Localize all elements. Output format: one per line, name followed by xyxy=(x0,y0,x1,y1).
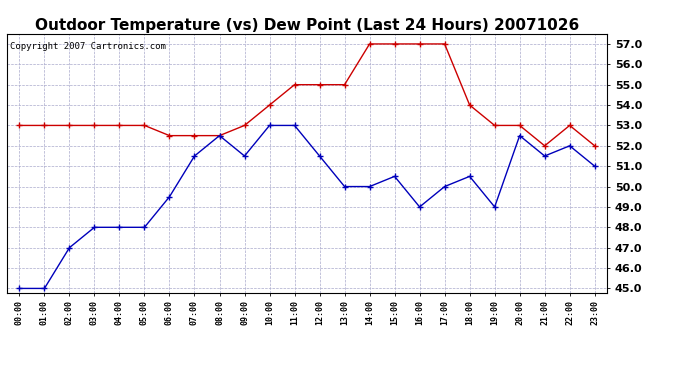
Title: Outdoor Temperature (vs) Dew Point (Last 24 Hours) 20071026: Outdoor Temperature (vs) Dew Point (Last… xyxy=(35,18,579,33)
Text: Copyright 2007 Cartronics.com: Copyright 2007 Cartronics.com xyxy=(10,42,166,51)
